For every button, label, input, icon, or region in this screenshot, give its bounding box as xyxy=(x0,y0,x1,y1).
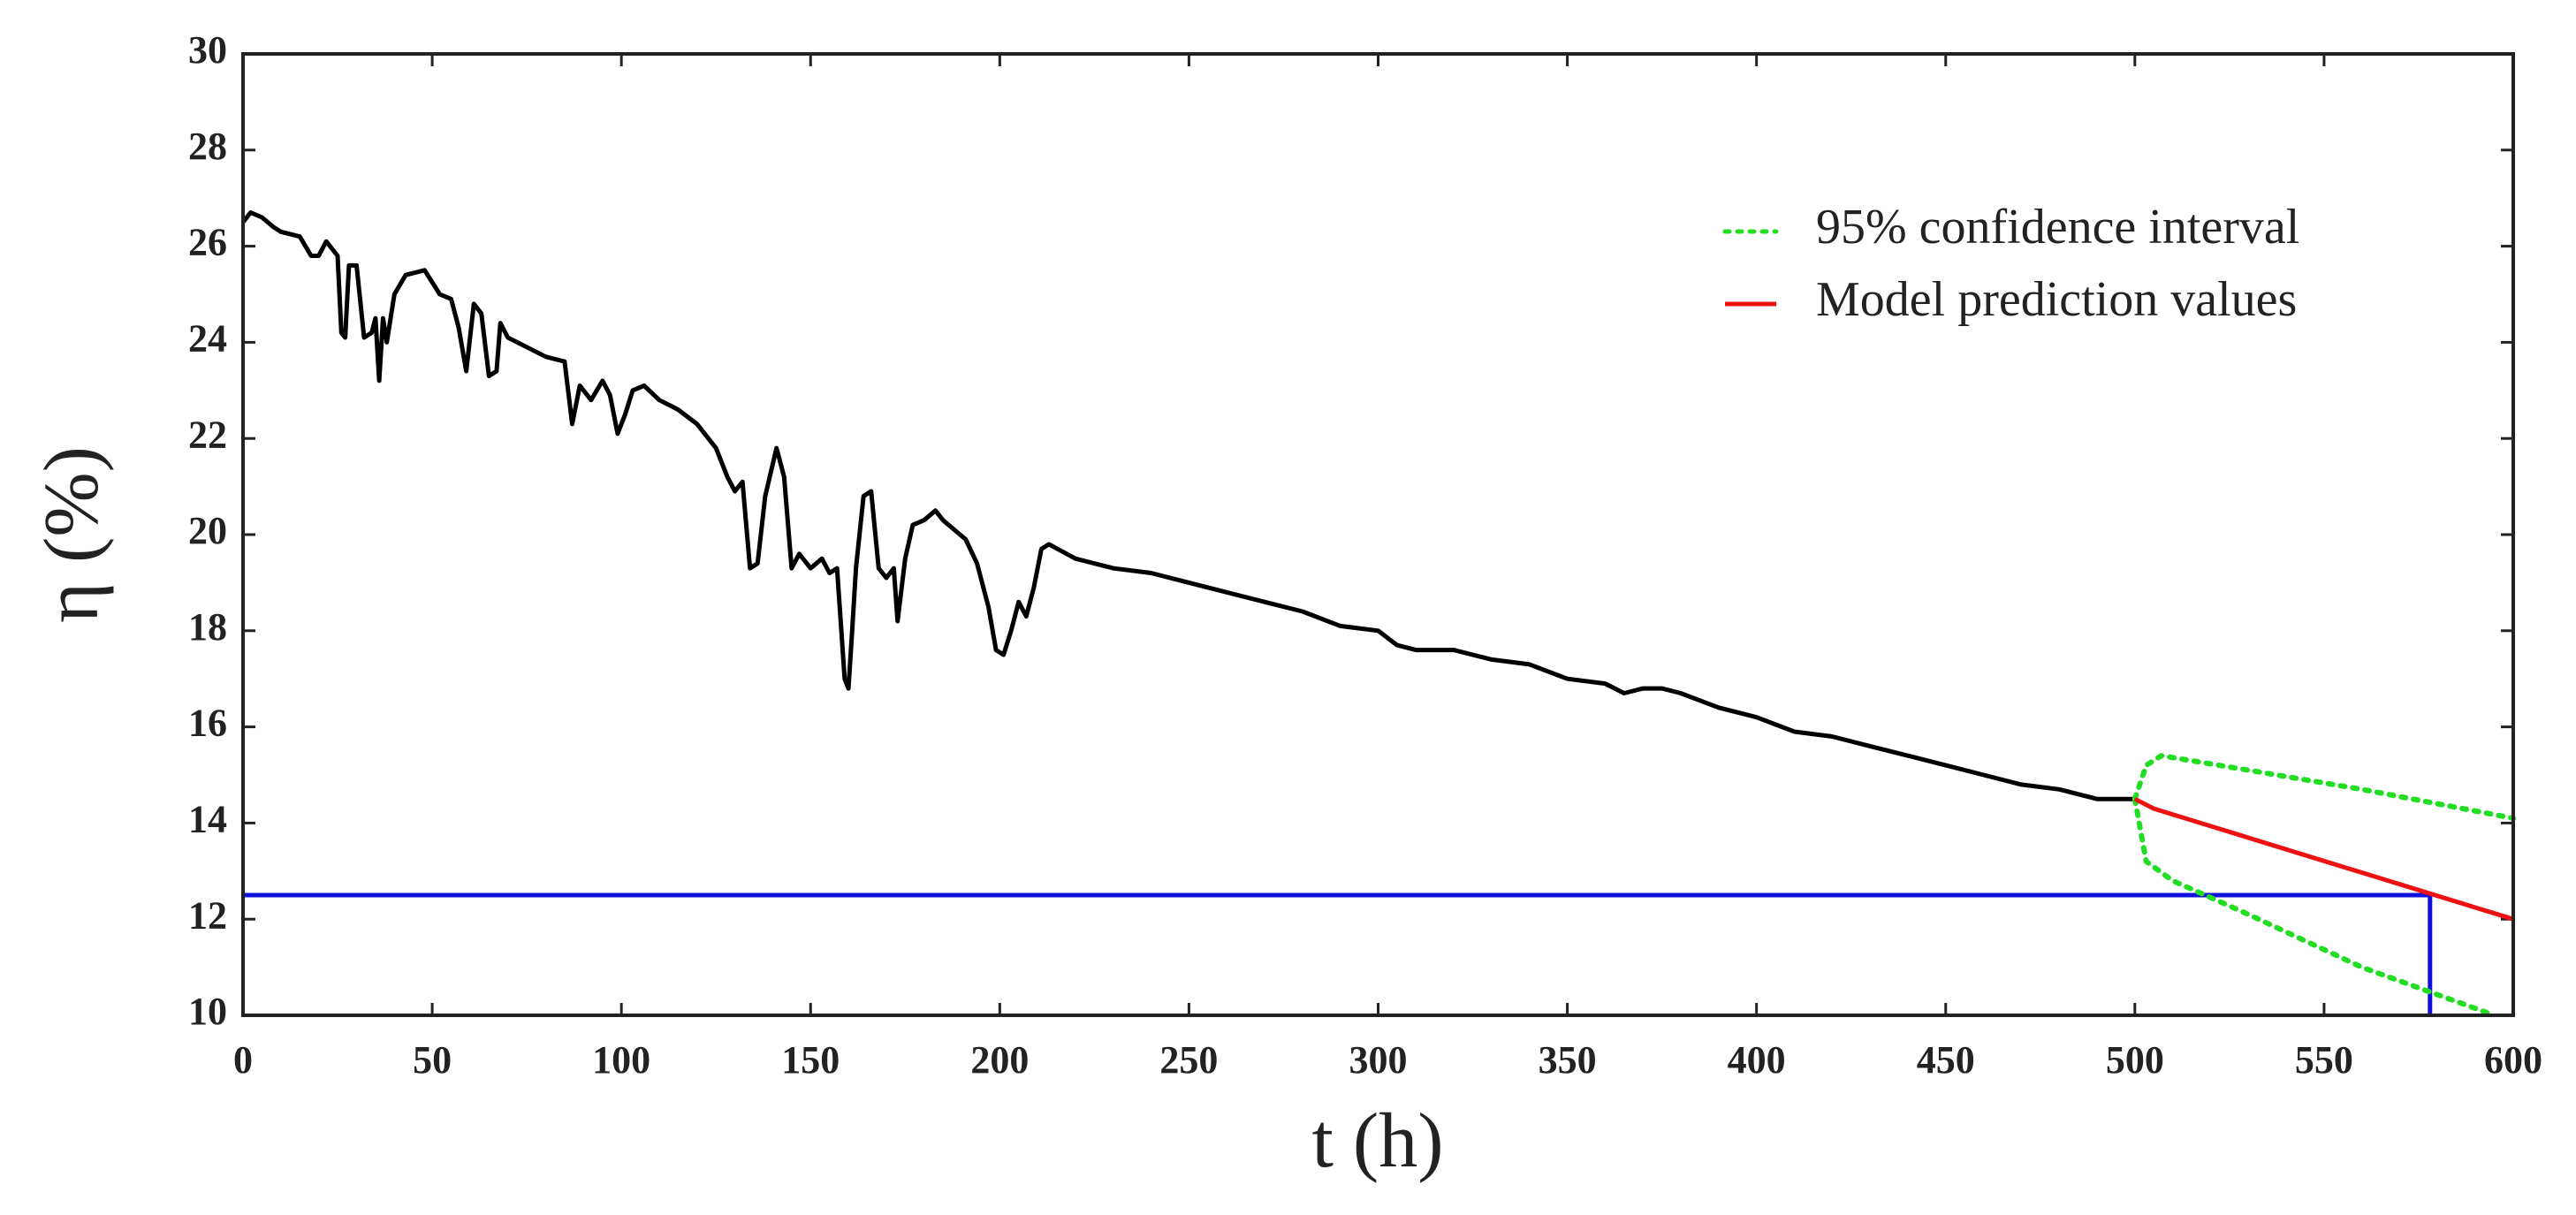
y-tick-label: 10 xyxy=(188,990,227,1033)
y-tick-label: 12 xyxy=(188,893,227,937)
x-tick-label: 100 xyxy=(592,1038,650,1082)
y-tick-label: 16 xyxy=(188,702,227,745)
y-tick-label: 22 xyxy=(188,413,227,456)
y-axis-label: η (%) xyxy=(29,446,115,623)
y-tick-label: 20 xyxy=(188,509,227,552)
data-line xyxy=(2133,796,2514,922)
x-tick-label: 0 xyxy=(233,1038,253,1082)
x-tick-label: 250 xyxy=(1159,1038,1218,1082)
threshold-line xyxy=(243,892,2433,1015)
y-tick-label: 28 xyxy=(188,125,227,168)
y-tick-label: 24 xyxy=(188,316,227,360)
x-tick-label: 350 xyxy=(1539,1038,1597,1082)
x-tick-label: 500 xyxy=(2106,1038,2164,1082)
x-tick-label: 200 xyxy=(970,1038,1029,1082)
x-tick-label: 550 xyxy=(2295,1038,2353,1082)
y-tick-label: 26 xyxy=(188,221,227,264)
data-line xyxy=(2131,753,2516,1018)
legend-label: Model prediction values xyxy=(1816,272,2297,327)
y-tick-label: 14 xyxy=(188,797,227,840)
plot-frame xyxy=(241,52,2515,1017)
data-line xyxy=(241,210,2135,801)
y-tick-label: 30 xyxy=(188,28,227,72)
x-tick-label: 400 xyxy=(1728,1038,1786,1082)
x-tick-label: 300 xyxy=(1349,1038,1408,1082)
x-tick-label: 150 xyxy=(781,1038,840,1082)
legend-label: 95% confidence interval xyxy=(1816,200,2299,254)
x-tick-label: 50 xyxy=(413,1038,452,1082)
x-tick-label: 600 xyxy=(2484,1038,2542,1082)
y-tick-label: 18 xyxy=(188,605,227,649)
x-tick-label: 450 xyxy=(1917,1038,1975,1082)
x-axis-label: t (h) xyxy=(1311,1098,1443,1184)
